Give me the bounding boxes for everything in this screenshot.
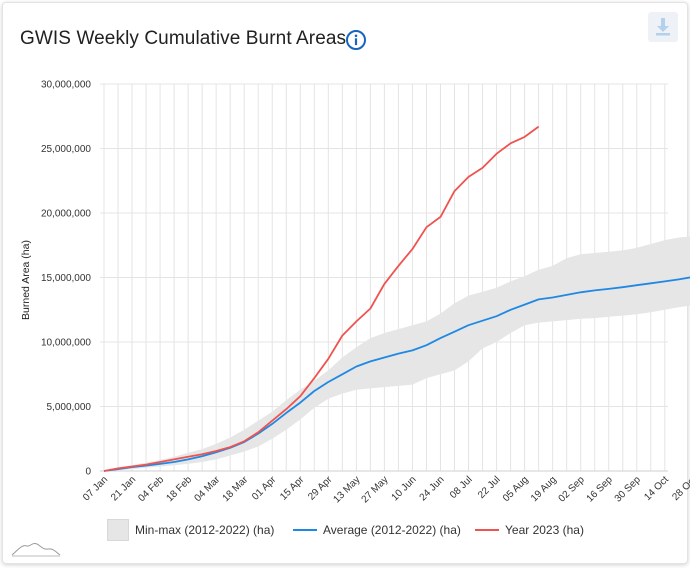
x-tick-label: 01 Apr [250, 474, 279, 503]
chart-title: GWIS Weekly Cumulative Burnt Areas [20, 28, 347, 49]
x-tick-label: 18 Feb [164, 474, 194, 504]
y-tick-labels: 0 5,000,000 10,000,000 15,000,000 20,000,000… [41, 80, 92, 478]
x-tick-label: 16 Sep [585, 474, 615, 504]
y-tick-label: 15,000,000 [41, 273, 91, 284]
info-circle-icon[interactable] [345, 29, 367, 51]
x-tick-label: 21 Jan [109, 474, 138, 503]
legend-item-year[interactable]: Year 2023 (ha) [475, 516, 584, 544]
x-tick-label: 29 Apr [306, 474, 335, 503]
x-tick-label: 19 Aug [529, 474, 559, 504]
x-tick-label: 18 Mar [221, 474, 251, 504]
area-layer [104, 236, 690, 471]
line-layer [103, 125, 690, 472]
chart-legend: Min-max (2012-2022) (ha) Average (2012-2… [0, 516, 690, 544]
x-tick-label: 22 Jul [476, 474, 503, 501]
x-tick-label: 28 Oct [670, 474, 690, 503]
x-tick-label: 15 Apr [278, 474, 307, 503]
x-tick-label: 14 Oct [642, 474, 671, 503]
series-line-average [103, 276, 690, 472]
mountain-logo-icon [11, 543, 61, 557]
series-line-year [103, 125, 540, 472]
legend-label-average: Average (2012-2022) (ha) [323, 523, 461, 537]
legend-label-minmax: Min-max (2012-2022) (ha) [135, 523, 275, 537]
y-tick-label: 5,000,000 [47, 402, 92, 413]
legend-swatch-minmax [107, 519, 129, 541]
legend-swatch-average [293, 529, 317, 531]
y-tick-label: 30,000,000 [41, 80, 91, 91]
download-button[interactable] [648, 12, 678, 42]
x-tick-label: 08 Jul [448, 474, 475, 501]
legend-swatch-year [475, 529, 499, 531]
legend-label-year: Year 2023 (ha) [505, 523, 584, 537]
minmax-area [104, 236, 690, 471]
x-tick-label: 30 Sep [613, 474, 643, 504]
x-tick-label: 10 Jun [390, 474, 419, 503]
y-axis-label: Burned Area (ha) [20, 240, 32, 320]
x-tick-label: 04 Feb [136, 474, 166, 504]
x-tick-label: 07 Jan [81, 474, 110, 503]
y-tick-label: 20,000,000 [41, 209, 91, 220]
chart-plot: 0 5,000,000 10,000,000 15,000,000 20,000,000… [20, 80, 690, 505]
x-tick-label: 04 Mar [192, 474, 222, 504]
y-tick-label: 0 [85, 467, 91, 478]
x-tick-label: 24 Jun [418, 474, 447, 503]
y-tick-label: 10,000,000 [41, 338, 91, 349]
x-tick-label: 27 May [360, 474, 391, 505]
x-tick-label: 13 May [332, 474, 363, 505]
x-tick-label: 05 Aug [501, 474, 531, 504]
legend-item-minmax[interactable]: Min-max (2012-2022) (ha) [107, 516, 274, 544]
y-tick-label: 25,000,000 [41, 144, 91, 155]
x-tick-label: 02 Sep [557, 474, 587, 504]
download-icon [656, 18, 670, 36]
legend-item-average[interactable]: Average (2012-2022) (ha) [293, 516, 461, 544]
